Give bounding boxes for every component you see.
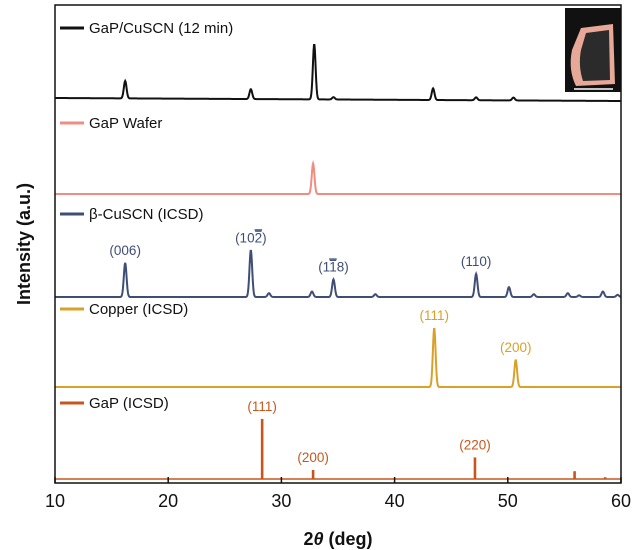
panel-4: Copper (ICSD) (111) (200) [55, 301, 621, 388]
panel-1: GaP/CuSCN (12 min) [55, 20, 621, 102]
peak-label: (111) [419, 308, 449, 323]
panel-3: β-CuSCN (ICSD) (006) (102) (118) (110) [55, 206, 622, 298]
peak-label: (102) [235, 230, 267, 245]
peak-label: (006) [109, 243, 141, 258]
series-line [55, 249, 622, 298]
axes-layer [54, 4, 622, 484]
x-tick-label: 40 [385, 491, 405, 511]
peak-label: (111) [247, 399, 277, 414]
x-tick-label: 10 [45, 491, 65, 511]
legend-label: GaP Wafer [89, 115, 162, 132]
x-tick-label: 50 [498, 491, 518, 511]
series-line [55, 328, 621, 388]
series-line [55, 44, 621, 102]
x-tick-label: 60 [611, 491, 631, 511]
x-axis-title: 2θ (deg) [303, 529, 372, 549]
inset-film [579, 30, 610, 81]
legend-label: Copper (ICSD) [89, 301, 188, 318]
panels-layer: GaP/CuSCN (12 min) GaP Wafer β-CuSCN (ICSD… [55, 20, 622, 480]
sample-photo-inset [565, 8, 621, 92]
peak-label: (110) [461, 254, 492, 269]
legend-label: GaP (ICSD) [89, 395, 169, 412]
peak-label: (220) [459, 437, 491, 452]
peak-label: (200) [297, 450, 329, 465]
x-tick-label: 20 [158, 491, 178, 511]
legend-label: GaP/CuSCN (12 min) [89, 20, 233, 37]
x-tick-label: 30 [271, 491, 291, 511]
y-axis-title: Intensity (a.u.) [14, 183, 34, 305]
x-axis-ticks: 10 20 30 40 50 60 [45, 477, 631, 511]
plot-frame [54, 4, 622, 484]
legend-label: β-CuSCN (ICSD) [89, 206, 203, 223]
peak-label: (200) [500, 340, 532, 355]
panel-5: GaP (ICSD) (111) (200) (220) [55, 395, 621, 480]
panel-2: GaP Wafer [55, 115, 621, 195]
peak-label: (118) [318, 259, 349, 274]
series-line [55, 159, 621, 195]
